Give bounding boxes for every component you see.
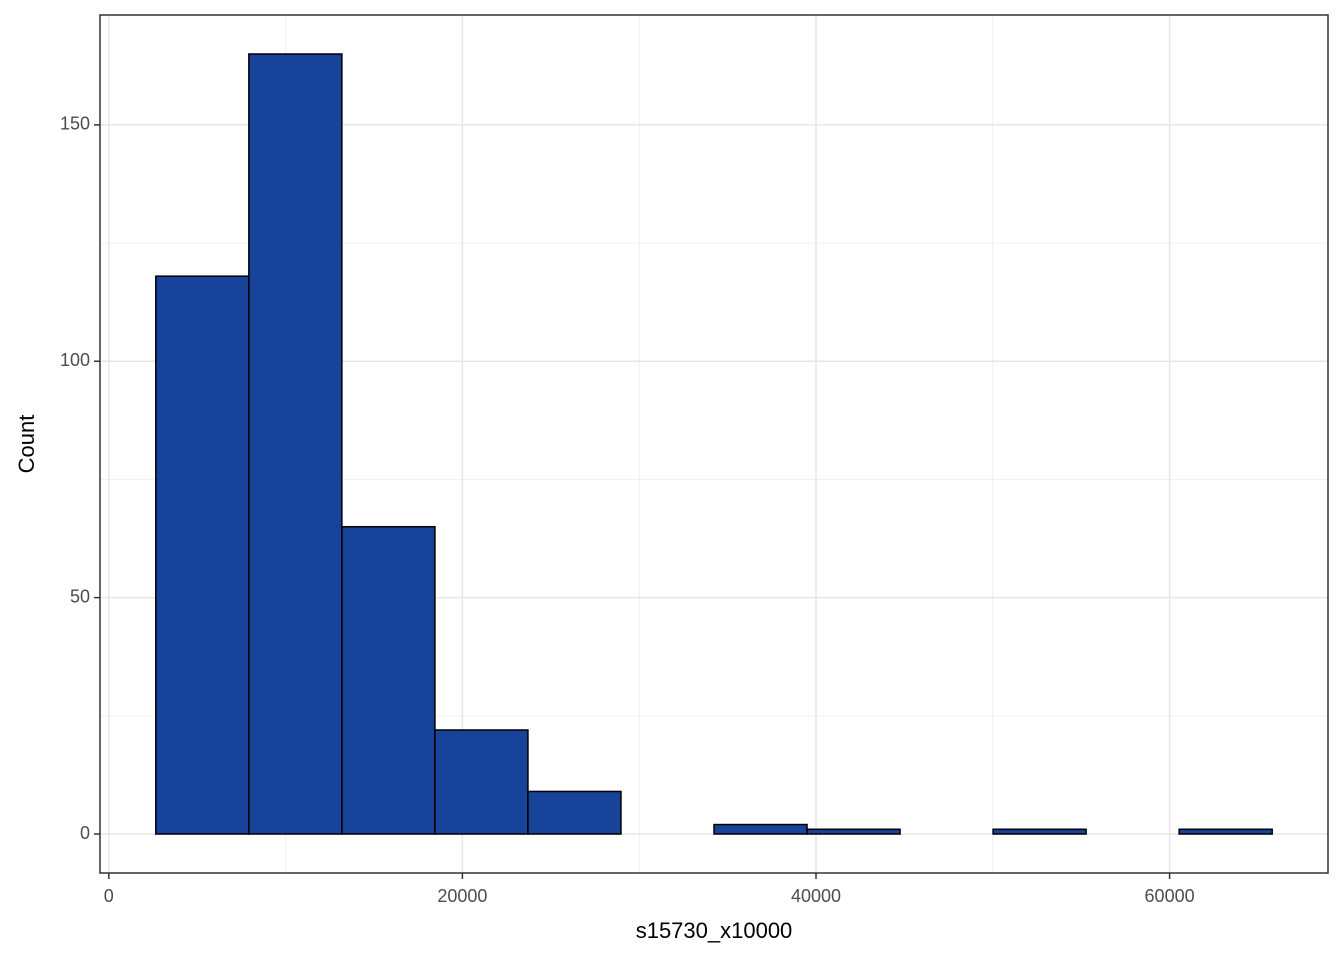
y-tick-label: 100 (60, 350, 90, 370)
bar (155, 275, 250, 835)
panel-border (99, 14, 1329, 874)
y-tick-label: 150 (60, 114, 90, 134)
x-tick-label: 40000 (791, 886, 841, 906)
bar (341, 525, 436, 835)
x-tick-label: 60000 (1145, 886, 1195, 906)
x-tick-label: 0 (104, 886, 114, 906)
bar (992, 828, 1087, 835)
bar (434, 729, 529, 835)
bar (527, 790, 622, 835)
y-tick-label: 50 (70, 586, 90, 606)
y-axis-title: Count (14, 415, 39, 474)
x-axis-title: s15730_x10000 (636, 918, 793, 943)
bar (713, 823, 808, 835)
y-tick-label: 0 (80, 823, 90, 843)
bar (248, 53, 343, 835)
x-tick-label: 20000 (437, 886, 487, 906)
bar (806, 828, 901, 835)
bar (1178, 828, 1273, 835)
